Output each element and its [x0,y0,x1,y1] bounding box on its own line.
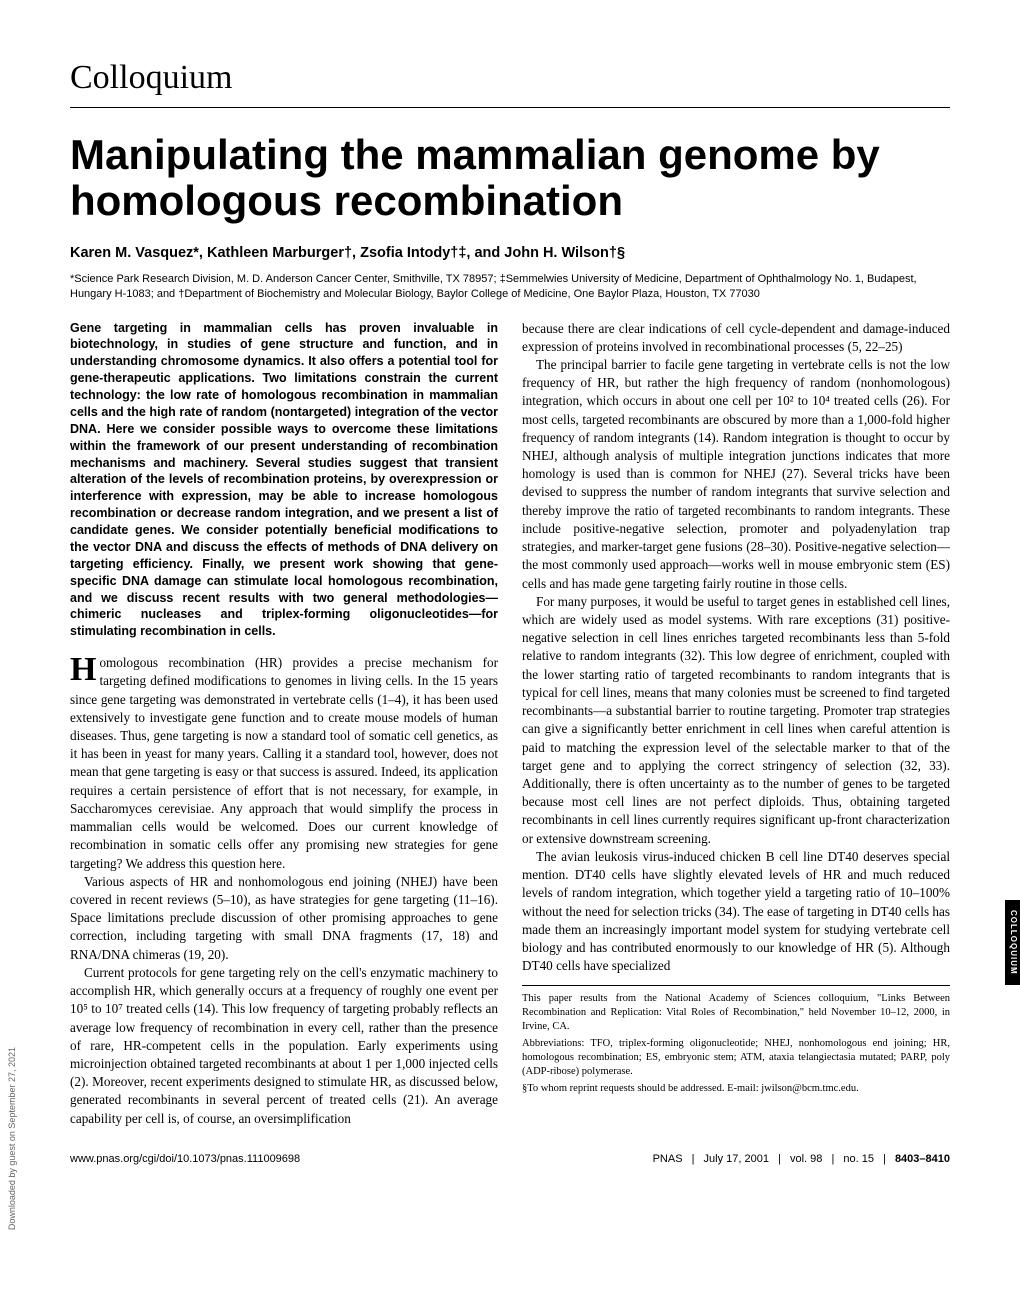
footer-issue: no. 15 [843,1153,874,1165]
footer-pages: 8403–8410 [895,1153,950,1165]
footer-volume: vol. 98 [790,1153,822,1165]
body-paragraph: For many purposes, it would be useful to… [522,593,950,848]
footer-doi: www.pnas.org/cgi/doi/10.1073/pnas.111009… [70,1152,300,1167]
footer-sep: | [692,1153,695,1165]
footnote: §To whom reprint requests should be addr… [522,1082,950,1096]
body-paragraph: because there are clear indications of c… [522,320,950,356]
affiliations: *Science Park Research Division, M. D. A… [70,272,950,302]
two-column-body: Gene targeting in mammalian cells has pr… [70,320,950,1128]
body-paragraph: Various aspects of HR and nonhomologous … [70,873,498,964]
body-paragraph: The principal barrier to facile gene tar… [522,356,950,593]
body-paragraph: The avian leukosis virus-induced chicken… [522,848,950,976]
horizontal-rule [70,107,950,108]
page: Colloquium Manipulating the mammalian ge… [0,0,1020,1310]
footer-date: July 17, 2001 [704,1153,769,1165]
footer-sep: | [883,1153,886,1165]
footnote: This paper results from the National Aca… [522,992,950,1033]
footer-sep: | [778,1153,781,1165]
footer-sep: | [831,1153,834,1165]
body-paragraph: Current protocols for gene targeting rel… [70,964,498,1128]
footnote: Abbreviations: TFO, triplex-forming olig… [522,1037,950,1078]
body-paragraph: Homologous recombination (HR) provides a… [70,654,498,873]
article-title: Manipulating the mammalian genome by hom… [70,132,950,224]
page-footer: www.pnas.org/cgi/doi/10.1073/pnas.111009… [70,1152,950,1167]
side-tab-colloquium: COLLOQUIUM [1005,900,1020,985]
footer-journal: PNAS [653,1153,683,1165]
footer-citation: PNAS | July 17, 2001 | vol. 98 | no. 15 … [653,1152,950,1167]
download-note: Downloaded by guest on September 27, 202… [6,1047,18,1230]
abstract: Gene targeting in mammalian cells has pr… [70,320,498,641]
authors-line: Karen M. Vasquez*, Kathleen Marburger†, … [70,244,950,264]
section-label: Colloquium [70,55,950,101]
footnotes-block: This paper results from the National Aca… [522,985,950,1095]
